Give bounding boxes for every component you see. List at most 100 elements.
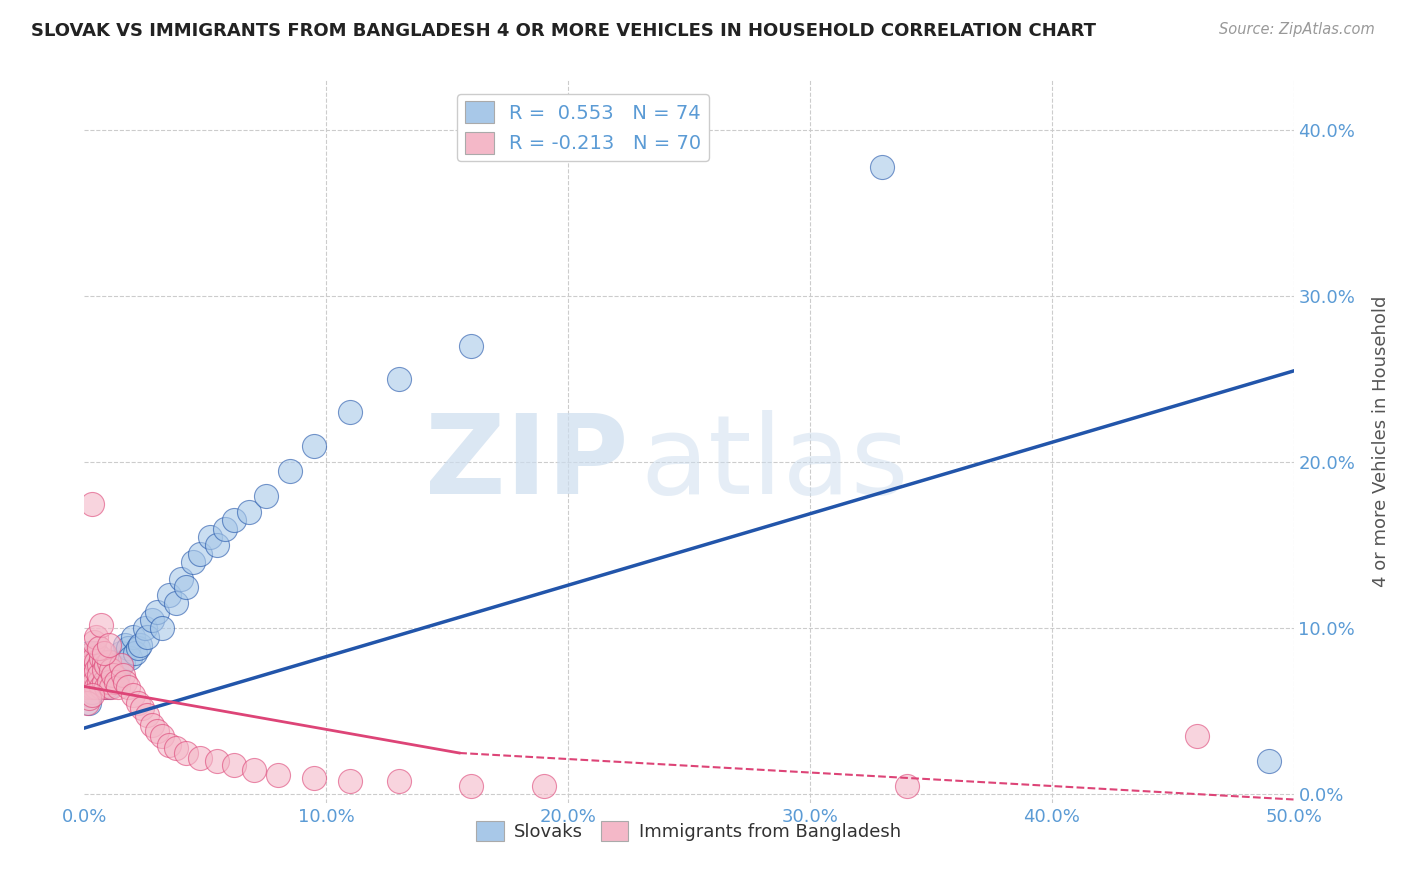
Point (87, 680, 110, 694)
Point (100, 663, 122, 677)
Text: atlas: atlas (641, 409, 910, 516)
Point (77, 688, 100, 702)
Point (460, 779, 482, 793)
Point (80, 657, 103, 672)
Point (87, 657, 110, 672)
Point (146, 605, 169, 619)
Point (83, 674, 105, 689)
Point (94, 657, 117, 672)
Point (97, 674, 120, 689)
Point (86, 657, 108, 672)
Point (87, 655, 110, 669)
Point (77, 657, 100, 672)
Point (254, 489, 277, 503)
Point (110, 657, 132, 672)
Point (388, 774, 411, 789)
Point (93, 663, 115, 677)
Point (121, 688, 143, 702)
Point (83, 651, 105, 665)
Point (872, 160, 894, 174)
Point (110, 657, 132, 672)
Point (97, 680, 120, 694)
Point (77, 674, 100, 689)
Point (100, 680, 122, 694)
Point (198, 530, 221, 544)
Point (104, 674, 127, 689)
Point (93, 655, 115, 669)
Point (242, 763, 264, 777)
Point (76, 663, 98, 677)
Point (339, 405, 361, 419)
Point (103, 668, 125, 682)
Point (267, 767, 290, 781)
Point (1185, 730, 1208, 744)
Point (93, 657, 115, 672)
Point (87, 641, 110, 656)
Point (170, 572, 193, 586)
Point (107, 680, 129, 694)
Point (97, 663, 120, 677)
Point (97, 655, 120, 669)
Point (141, 613, 163, 627)
Point (86, 646, 108, 660)
Point (165, 741, 187, 756)
Point (76, 671, 98, 685)
Point (460, 339, 482, 353)
Point (181, 555, 204, 569)
Point (77, 655, 100, 669)
Point (104, 674, 127, 689)
Point (93, 668, 115, 682)
Point (214, 522, 236, 536)
Point (127, 641, 149, 656)
Legend: Slovaks, Immigrants from Bangladesh: Slovaks, Immigrants from Bangladesh (470, 814, 908, 848)
Point (117, 641, 139, 656)
Point (302, 771, 325, 785)
Point (83, 634, 105, 648)
Point (90, 618, 112, 632)
Point (77, 651, 100, 665)
Point (150, 621, 173, 635)
Point (157, 738, 180, 752)
Point (93, 674, 115, 689)
Point (224, 513, 246, 527)
Point (76, 680, 98, 694)
Point (94, 680, 117, 694)
Point (124, 646, 146, 660)
Point (80, 684, 103, 698)
Point (107, 668, 129, 682)
Point (207, 754, 229, 768)
Point (190, 751, 212, 765)
Point (87, 668, 110, 682)
Point (80, 674, 103, 689)
Point (120, 651, 142, 665)
Point (141, 717, 163, 731)
Point (86, 655, 108, 669)
Point (80, 671, 103, 685)
Point (1258, 754, 1281, 768)
Point (80, 668, 103, 682)
Point (146, 724, 169, 739)
Point (110, 646, 132, 660)
Point (174, 580, 197, 594)
Point (100, 671, 122, 685)
Point (90, 651, 112, 665)
Y-axis label: 4 or more Vehicles in Household: 4 or more Vehicles in Household (1372, 296, 1391, 587)
Point (112, 655, 135, 669)
Point (278, 464, 301, 478)
Point (86, 674, 108, 689)
Point (339, 774, 361, 789)
Point (103, 655, 125, 669)
Point (86, 680, 108, 694)
Point (90, 655, 112, 669)
Point (896, 779, 918, 793)
Point (97, 655, 120, 669)
Point (90, 674, 112, 689)
Point (80, 657, 103, 672)
Point (77, 691, 100, 706)
Point (83, 663, 105, 677)
Point (136, 630, 159, 644)
Point (80, 680, 103, 694)
Point (112, 668, 135, 682)
Point (136, 707, 159, 722)
Point (94, 674, 117, 689)
